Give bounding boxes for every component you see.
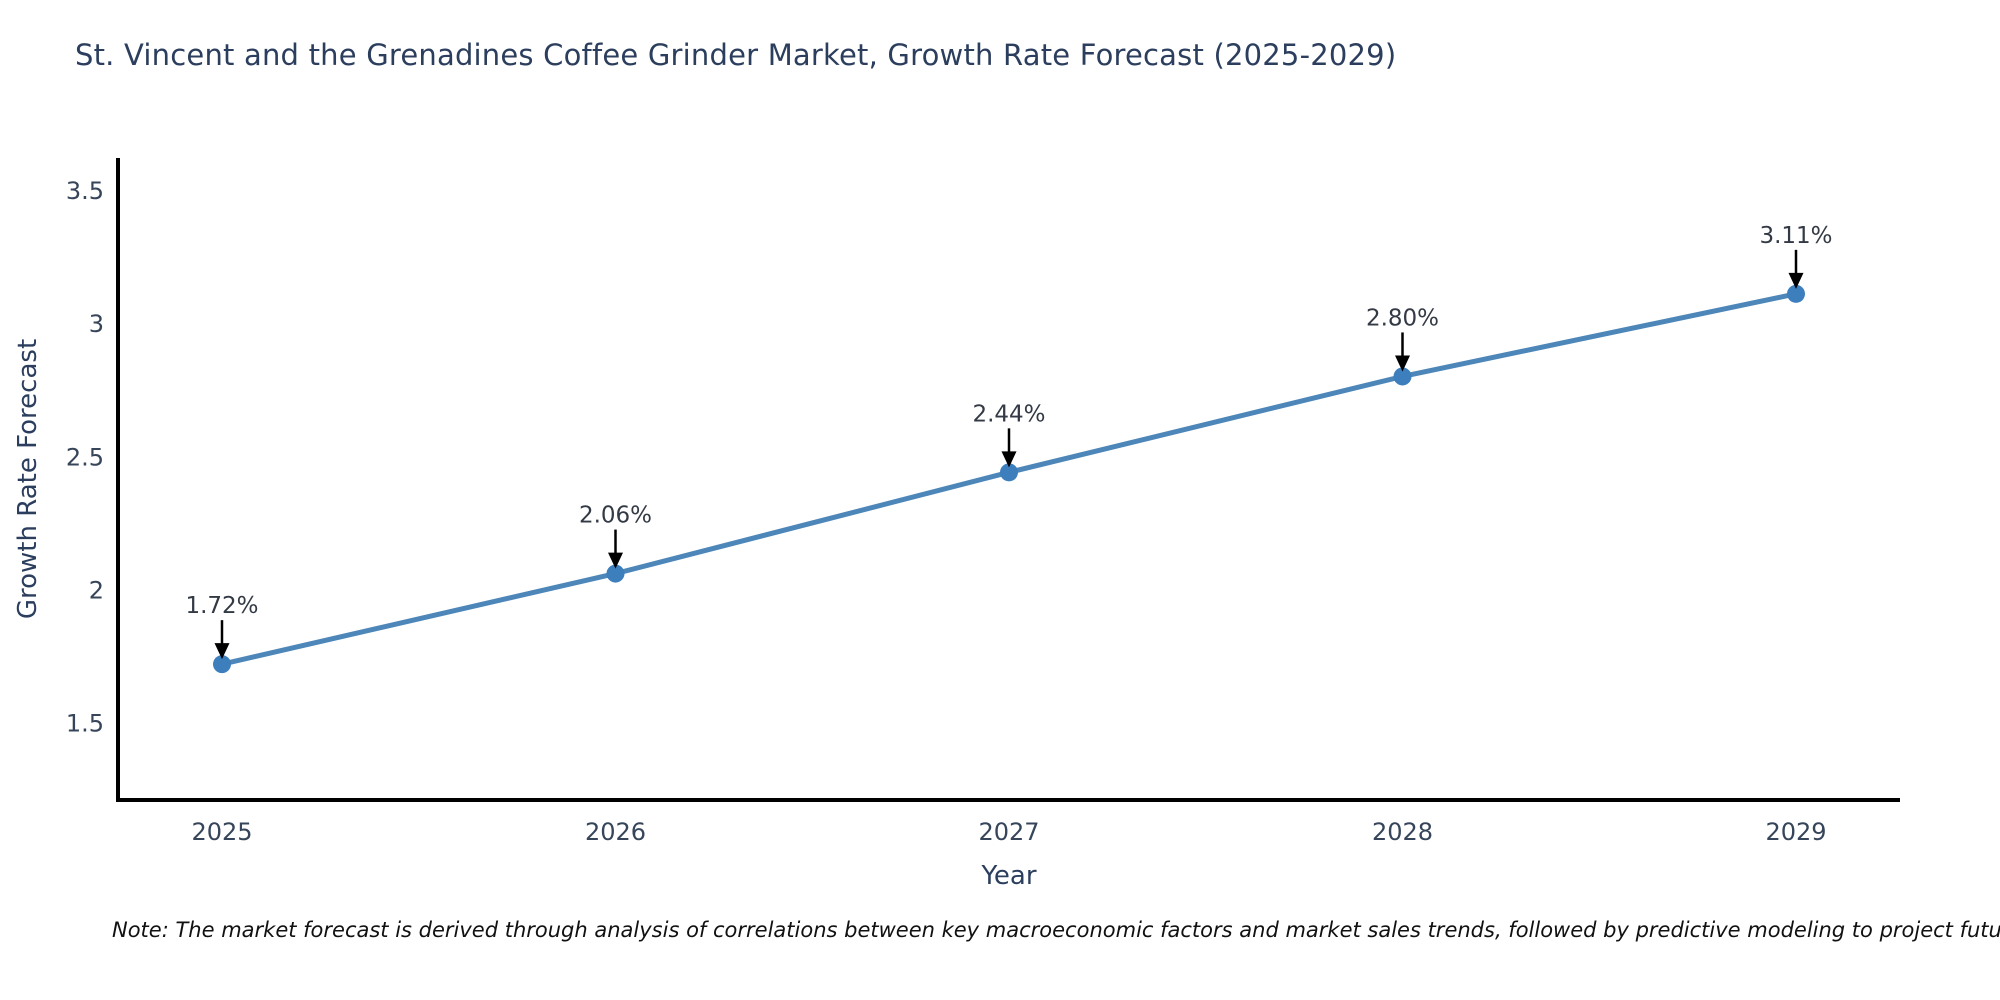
x-tick-label: 2026 — [585, 818, 646, 846]
data-point-marker — [606, 564, 625, 583]
data-point-marker — [213, 655, 231, 674]
data-point-label: 2.44% — [972, 401, 1045, 427]
annotation-arrow-head — [1788, 272, 1804, 289]
data-point-label: 1.72% — [185, 593, 258, 619]
data-point-label: 2.06% — [579, 503, 652, 529]
data-point-marker — [1000, 463, 1018, 482]
annotation-arrow-head — [214, 643, 230, 660]
annotation-arrow-head — [608, 552, 623, 569]
y-tick-label: 3 — [89, 310, 104, 338]
data-point-marker — [1393, 367, 1412, 386]
y-tick-label: 3.5 — [66, 177, 104, 205]
x-axis-title: Year — [980, 861, 1036, 891]
y-tick-label: 2 — [89, 577, 104, 605]
x-tick-label: 2029 — [1765, 818, 1826, 846]
data-point-label: 2.80% — [1366, 305, 1439, 331]
x-tick-label: 2027 — [978, 818, 1039, 846]
y-axis-title: Growth Rate Forecast — [13, 339, 43, 619]
y-tick-label: 1.5 — [66, 710, 104, 738]
footnote: Note: The market forecast is derived thr… — [112, 918, 2000, 942]
y-tick-label: 2.5 — [66, 443, 104, 471]
data-point-label: 3.11% — [1759, 223, 1832, 249]
annotation-arrow-head — [1001, 451, 1017, 468]
x-tick-label: 2028 — [1372, 818, 1433, 846]
x-tick-label: 2025 — [191, 818, 252, 846]
data-point-marker — [1787, 284, 1805, 303]
annotation-arrow-head — [1395, 355, 1410, 372]
chart-title: St. Vincent and the Grenadines Coffee Gr… — [75, 38, 1397, 72]
